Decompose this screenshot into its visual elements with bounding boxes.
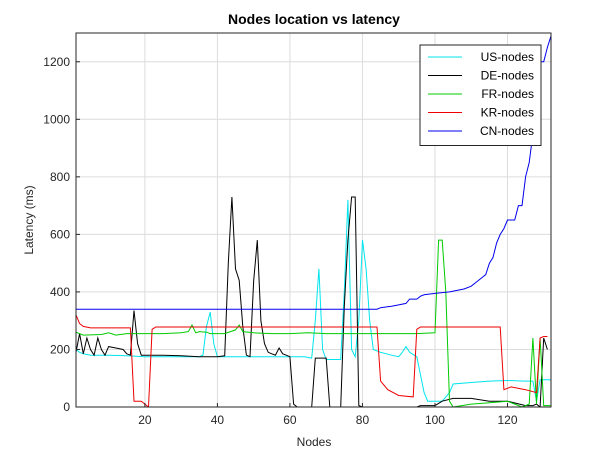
x-axis-label: Nodes: [297, 435, 332, 449]
legend-entry: KR-nodes: [481, 106, 534, 120]
legend: US-nodes DE-nodes FR-nodes KR-nodes CN-nodes: [419, 44, 542, 146]
y-tick-label: 1000: [43, 112, 70, 126]
legend-entry: FR-nodes: [481, 87, 534, 101]
y-tick-label: 1200: [43, 55, 70, 69]
x-tick-label: 60: [283, 413, 297, 427]
chart-title: Nodes location vs latency: [228, 11, 400, 27]
series-layer: [76, 35, 551, 407]
legend-entry: CN-nodes: [480, 124, 534, 138]
x-tick-label: 80: [356, 413, 370, 427]
y-tick-label: 200: [50, 342, 70, 356]
legend-entry: DE-nodes: [481, 69, 534, 83]
series-line-cn-nodes: [76, 35, 551, 310]
x-tick-label: 100: [425, 413, 445, 427]
y-tick-label: 600: [50, 227, 70, 241]
series-line-de-nodes: [76, 196, 548, 407]
series-line-kr-nodes: [76, 314, 548, 407]
x-tick-label: 120: [497, 413, 517, 427]
y-tick-label: 400: [50, 285, 70, 299]
x-tick-label: 20: [138, 413, 152, 427]
legend-box: [419, 44, 542, 146]
series-line-fr-nodes: [76, 239, 551, 407]
legend-entry: US-nodes: [481, 50, 534, 64]
y-tick-label: 0: [63, 400, 70, 414]
x-tick-label: 40: [211, 413, 225, 427]
y-tick-label: 800: [50, 170, 70, 184]
y-axis-label: Latency (ms): [22, 185, 36, 254]
plot-frame: [75, 32, 552, 408]
